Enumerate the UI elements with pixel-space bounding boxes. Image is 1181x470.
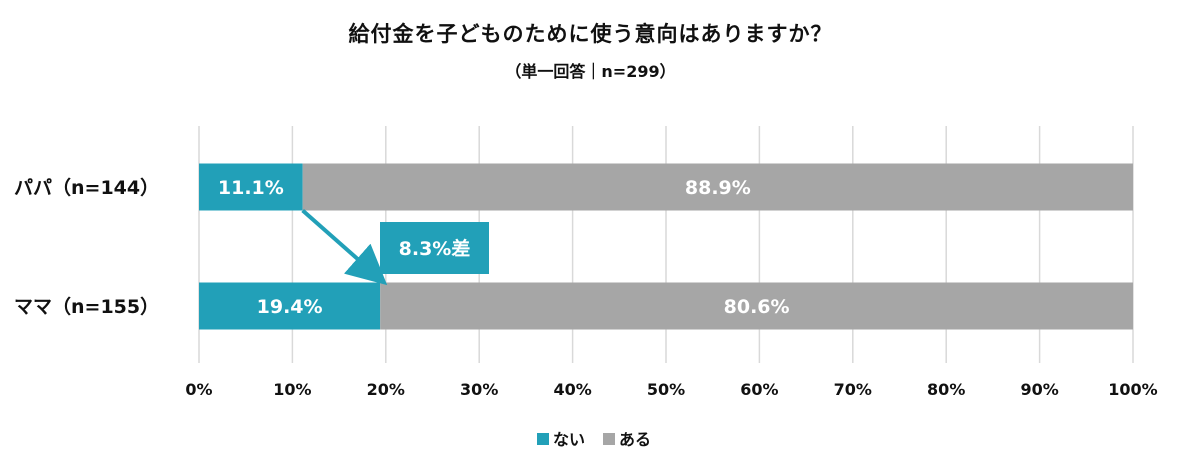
x-tick-label: 100% — [1108, 380, 1157, 399]
difference-box — [380, 222, 489, 274]
x-tick-label: 90% — [1020, 380, 1058, 399]
legend-swatch-nai — [537, 433, 549, 445]
bar-segment-aru — [302, 163, 1133, 211]
legend-label-nai: ない — [553, 430, 585, 449]
data-label: 19.4% — [257, 296, 323, 318]
legend-swatch-aru — [603, 433, 615, 445]
x-tick-label: 50% — [647, 380, 685, 399]
difference-label: 8.3%差 — [399, 237, 471, 260]
x-tick-label: 40% — [553, 380, 591, 399]
x-tick-label: 20% — [367, 380, 405, 399]
x-tick-label: 30% — [460, 380, 498, 399]
x-tick-label: 0% — [185, 380, 212, 399]
chart-title: 給付金を子どものために使う意向はありますか？ — [348, 22, 833, 46]
difference-arrow — [301, 209, 388, 286]
x-tick-label: 10% — [273, 380, 311, 399]
chart-subtitle: （単一回答｜n=299） — [505, 62, 676, 81]
data-label: 80.6% — [724, 296, 790, 318]
category-label: ママ（n=155） — [14, 295, 159, 318]
category-label: パパ（n=144） — [14, 176, 159, 199]
data-label: 88.9% — [685, 177, 751, 199]
x-tick-label: 60% — [740, 380, 778, 399]
data-label: 11.1% — [218, 177, 284, 199]
bar-segment-nai — [199, 163, 303, 211]
x-tick-label: 80% — [927, 380, 965, 399]
x-tick-label: 70% — [834, 380, 872, 399]
legend-label-aru: ある — [619, 430, 651, 449]
bar-segment-nai — [199, 282, 381, 330]
bar-segment-aru — [380, 282, 1133, 330]
